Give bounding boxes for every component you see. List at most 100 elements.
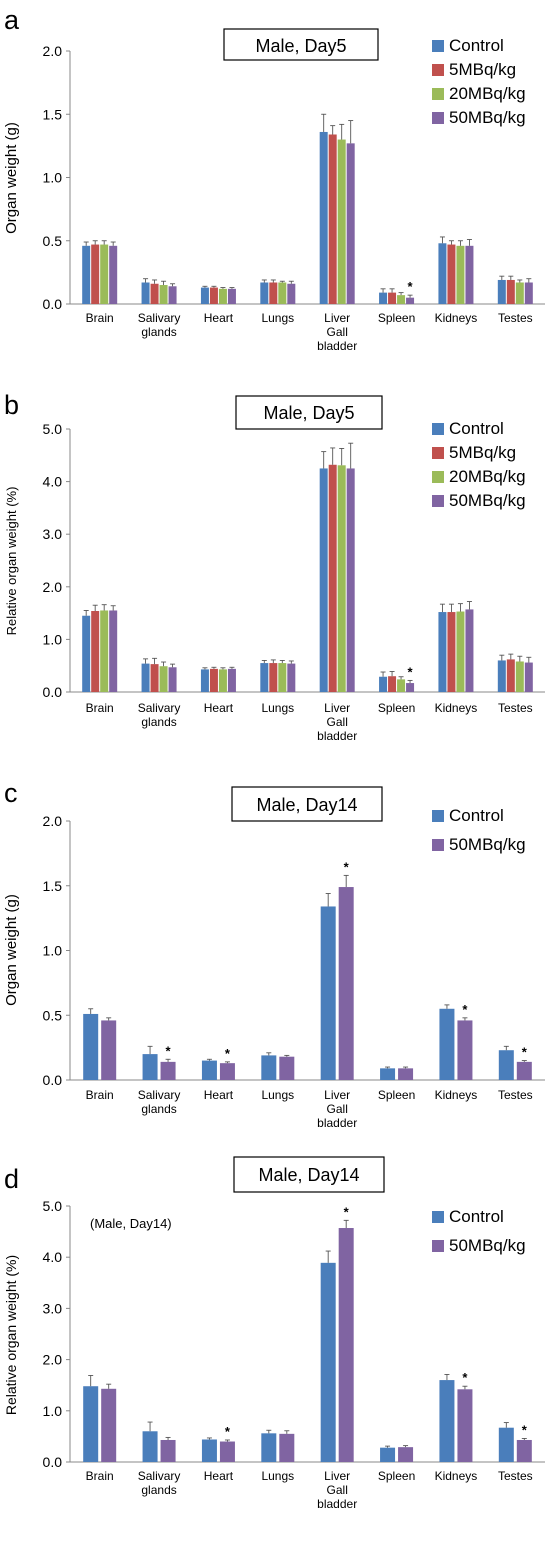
- x-tick-label: Kidneys: [435, 311, 478, 325]
- significance-marker: *: [225, 1424, 231, 1439]
- bar: [200, 669, 209, 692]
- x-tick-label: Heart: [204, 701, 234, 715]
- bar: [498, 1427, 514, 1462]
- bar: [506, 279, 515, 304]
- title-box: [231, 786, 383, 822]
- chart-panel-b: b Male, Day5 0.0 1.0 2.0 3.0 4.0 5.0 Relative or…: [4, 390, 545, 743]
- bar: [380, 1068, 396, 1080]
- x-tick-label: Liver: [324, 311, 350, 325]
- bar: [515, 661, 524, 692]
- bar: [159, 285, 168, 304]
- panel-letter: a: [4, 5, 20, 35]
- bar: [82, 245, 91, 304]
- y-tick-label: 0.0: [43, 296, 63, 312]
- bar: [82, 615, 91, 692]
- bar: [457, 1020, 473, 1080]
- y-tick-label: 2.0: [43, 1352, 63, 1368]
- legend-swatch: [432, 839, 444, 851]
- bar: [260, 663, 269, 692]
- x-tick-label: bladder: [317, 1497, 357, 1511]
- bar: [160, 1439, 176, 1462]
- bar: [101, 1388, 117, 1462]
- bar: [83, 1013, 99, 1080]
- y-axis-label: Relative organ weight (%): [4, 487, 19, 636]
- legend-swatch: [432, 64, 444, 76]
- x-tick-label: Lungs: [261, 1088, 294, 1102]
- y-tick-label: 2.0: [43, 813, 63, 829]
- bar: [218, 288, 227, 304]
- legend-swatch: [432, 1211, 444, 1223]
- y-tick-label: 5.0: [43, 1198, 63, 1214]
- chart-panel-a: a Male, Day5 0.0 0.5 1.0 1.5 2.0 Organ weight (…: [3, 5, 545, 353]
- y-tick-label: 1.0: [43, 631, 63, 647]
- significance-marker: *: [522, 1422, 528, 1437]
- bar: [219, 1441, 235, 1462]
- y-tick-label: 0.0: [43, 1072, 63, 1088]
- bar: [159, 666, 168, 692]
- bar: [101, 1020, 117, 1080]
- x-tick-label: Spleen: [378, 1088, 415, 1102]
- title-box: [235, 395, 383, 430]
- bar: [218, 669, 227, 692]
- chart-title: Male, Day14: [258, 1165, 359, 1185]
- y-tick-label: 2.0: [43, 43, 63, 59]
- bar: [438, 243, 447, 304]
- bar: [406, 683, 415, 692]
- legend-label: Control: [449, 36, 504, 55]
- significance-marker: *: [462, 1370, 468, 1385]
- x-tick-label: bladder: [317, 729, 357, 743]
- bar: [338, 887, 354, 1080]
- y-tick-label: 1.0: [43, 170, 63, 186]
- y-tick-label: 0.5: [43, 233, 63, 249]
- y-tick-label: 3.0: [43, 1300, 63, 1316]
- x-tick-label: glands: [141, 1483, 176, 1497]
- bar: [320, 906, 336, 1080]
- bar: [278, 282, 287, 304]
- y-tick-label: 0.0: [43, 684, 63, 700]
- legend-swatch: [432, 495, 444, 507]
- x-tick-label: Liver: [324, 1469, 350, 1483]
- bar: [201, 1439, 217, 1462]
- y-tick-label: 1.0: [43, 943, 63, 959]
- x-tick-label: Testes: [498, 1088, 533, 1102]
- title-box: [223, 28, 379, 61]
- significance-marker: *: [166, 1043, 172, 1058]
- x-tick-label: Liver: [324, 1088, 350, 1102]
- bar: [465, 609, 474, 692]
- bar: [398, 1447, 414, 1462]
- legend-swatch: [432, 1240, 444, 1252]
- bar: [397, 295, 406, 304]
- chart-panel-c: c Male, Day14 0.0 0.5 1.0 1.5 2.0 Organ weight …: [3, 778, 545, 1130]
- x-tick-label: Kidneys: [435, 1469, 478, 1483]
- bar: [337, 139, 346, 304]
- bar: [506, 659, 515, 692]
- x-tick-label: Brain: [86, 1469, 114, 1483]
- bar: [456, 611, 465, 692]
- x-tick-label: Testes: [498, 1469, 533, 1483]
- x-tick-label: Lungs: [261, 701, 294, 715]
- panel-letter: b: [4, 390, 19, 420]
- bar: [287, 283, 296, 304]
- bar: [100, 244, 109, 304]
- bar: [447, 612, 456, 692]
- legend-swatch: [432, 423, 444, 435]
- y-tick-label: 4.0: [43, 1249, 63, 1265]
- bar: [498, 1050, 514, 1080]
- y-tick-label: 3.0: [43, 526, 63, 542]
- bar: [209, 287, 218, 304]
- x-tick-label: Lungs: [261, 311, 294, 325]
- y-tick-label: 0.5: [43, 1007, 63, 1023]
- bar: [524, 282, 533, 304]
- bar: [200, 287, 209, 304]
- x-tick-label: Gall: [327, 1102, 348, 1116]
- significance-marker: *: [522, 1045, 528, 1060]
- x-tick-label: Testes: [498, 701, 533, 715]
- y-axis-label: Relative organ weight (%): [3, 1255, 19, 1415]
- bar: [91, 244, 100, 304]
- bar: [346, 143, 355, 304]
- x-tick-label: Gall: [327, 1483, 348, 1497]
- bar: [456, 245, 465, 304]
- y-tick-label: 5.0: [43, 421, 63, 437]
- x-tick-label: Brain: [86, 701, 114, 715]
- significance-marker: *: [408, 664, 414, 679]
